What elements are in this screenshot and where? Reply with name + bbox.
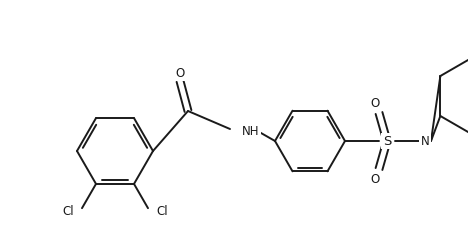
Text: O: O [370,97,380,110]
Text: O: O [176,67,184,80]
Text: Cl: Cl [62,204,74,217]
Text: Cl: Cl [156,204,168,217]
Text: N: N [421,135,429,148]
Text: O: O [370,173,380,186]
Text: S: S [383,135,391,148]
Text: NH: NH [242,125,259,138]
